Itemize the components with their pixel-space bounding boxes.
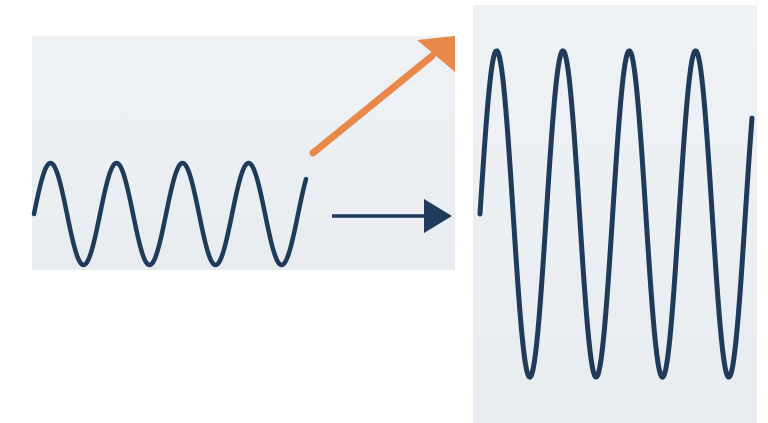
wave-amplification-diagram xyxy=(0,0,768,423)
